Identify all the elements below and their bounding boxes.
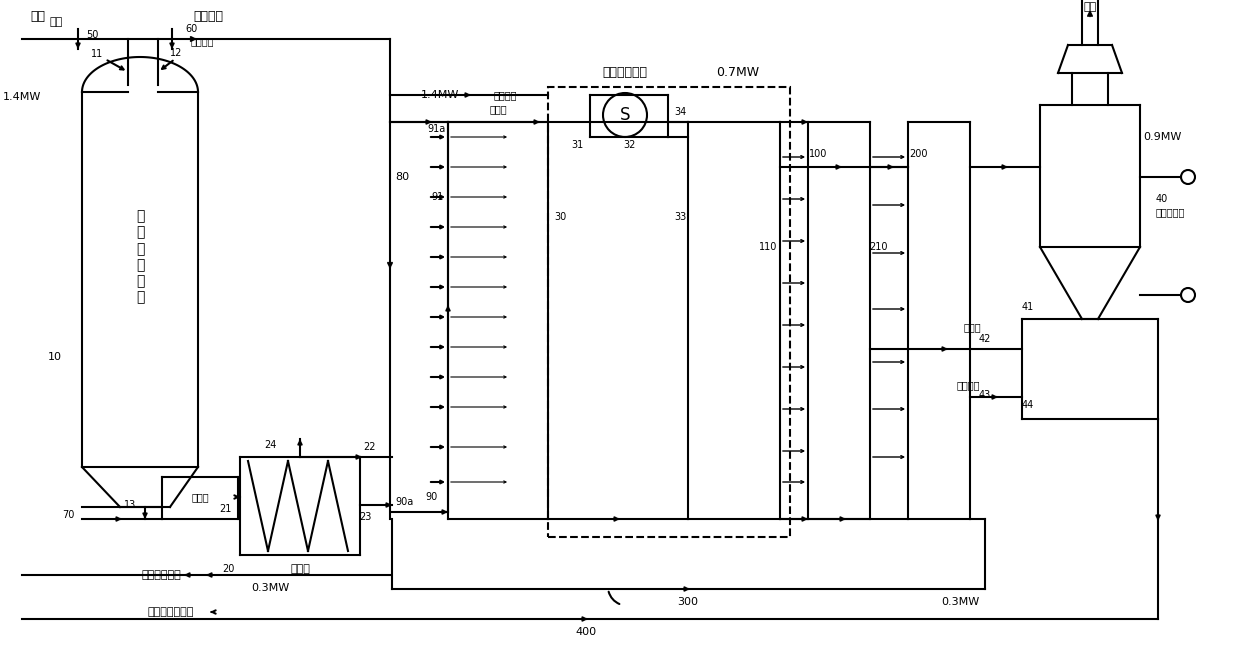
Text: 300: 300 — [677, 597, 698, 607]
Text: 11: 11 — [91, 49, 103, 59]
Text: 燃料: 燃料 — [50, 17, 63, 27]
Text: 23: 23 — [358, 512, 371, 522]
Text: 43: 43 — [978, 390, 991, 400]
Text: 31: 31 — [570, 140, 583, 150]
Text: 合
成
气
发
生
器: 合 成 气 发 生 器 — [136, 209, 144, 305]
Text: 1.4MW: 1.4MW — [420, 90, 459, 100]
Text: 30: 30 — [554, 212, 567, 222]
Text: 33: 33 — [673, 212, 686, 222]
Text: 工艺加热炉: 工艺加热炉 — [1156, 207, 1184, 217]
Text: 32: 32 — [622, 140, 635, 150]
Text: 调节用燃烧空气: 调节用燃烧空气 — [148, 607, 195, 617]
Text: 70: 70 — [62, 510, 74, 520]
Text: 10: 10 — [48, 352, 62, 362]
Text: 22: 22 — [363, 442, 376, 452]
Text: 41: 41 — [1022, 302, 1034, 312]
Text: 0.3MW: 0.3MW — [250, 583, 289, 593]
Text: 合成气: 合成气 — [191, 492, 208, 502]
Text: 换热器: 换热器 — [290, 564, 310, 574]
Text: 34: 34 — [673, 107, 686, 117]
Text: 0.3MW: 0.3MW — [941, 597, 980, 607]
Text: 电堆空气: 电堆空气 — [193, 11, 223, 23]
Text: 燃烧空气: 燃烧空气 — [190, 36, 213, 46]
Text: 调节用燃料气: 调节用燃料气 — [143, 570, 182, 580]
Text: 0.9MW: 0.9MW — [1143, 132, 1182, 142]
Text: 乏空气: 乏空气 — [963, 322, 981, 332]
Text: 燃料电池电堆: 燃料电池电堆 — [603, 67, 647, 79]
Text: 110: 110 — [759, 242, 777, 252]
Text: 40: 40 — [1156, 194, 1168, 204]
Text: 90: 90 — [425, 492, 438, 502]
Text: 空气: 空气 — [31, 11, 46, 23]
Text: 50: 50 — [86, 30, 98, 40]
Text: 91: 91 — [430, 192, 443, 202]
Text: S: S — [620, 106, 630, 124]
Text: 80: 80 — [394, 172, 409, 182]
Text: 20: 20 — [222, 564, 234, 574]
Text: 烟气: 烟气 — [1084, 2, 1096, 12]
Text: 12: 12 — [170, 48, 182, 58]
Text: 210: 210 — [869, 242, 888, 252]
Bar — [548, 87, 790, 537]
Text: 44: 44 — [1022, 400, 1034, 410]
Text: 21: 21 — [218, 504, 231, 514]
Text: 60: 60 — [186, 24, 198, 34]
Text: 90a: 90a — [396, 497, 414, 507]
Text: 24: 24 — [264, 440, 277, 450]
Text: 乏合成气: 乏合成气 — [956, 380, 980, 390]
Text: 0.7MW: 0.7MW — [717, 67, 760, 79]
Text: 200: 200 — [909, 149, 928, 159]
Text: 合成气: 合成气 — [490, 104, 507, 114]
Text: 100: 100 — [808, 149, 827, 159]
Text: 42: 42 — [978, 334, 991, 344]
Text: 13: 13 — [124, 500, 136, 510]
Text: 电堆空气: 电堆空气 — [494, 90, 517, 100]
Text: 1.4MW: 1.4MW — [2, 92, 41, 102]
Text: 91a: 91a — [428, 124, 446, 134]
Text: 400: 400 — [575, 627, 596, 637]
